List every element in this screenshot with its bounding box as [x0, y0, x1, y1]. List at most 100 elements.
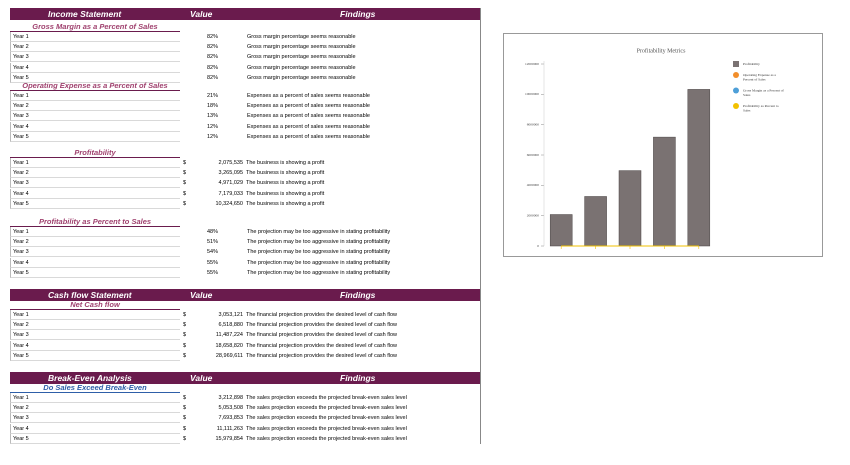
finding-cell: The business is showing a profit: [246, 170, 325, 177]
finding-cell: The business is showing a profit: [246, 200, 325, 207]
row-label: Year 3: [10, 247, 180, 258]
legend-label: Profitability: [743, 62, 760, 66]
row-label: Year 1: [10, 227, 180, 237]
row-label: Year 1: [10, 158, 180, 168]
currency-symbol: $: [183, 322, 187, 329]
bar: [549, 214, 573, 247]
legend-label: Operating Expense as a Percent of Sales: [743, 73, 776, 82]
row-label: Year 3: [10, 330, 180, 341]
finding-cell: The projection may be too aggressive in …: [247, 229, 391, 235]
currency-symbol: $: [183, 180, 187, 187]
group-title: Do Sales Exceed Break-Even: [10, 383, 180, 393]
header-cell: Value: [190, 9, 213, 19]
row-label: Year 2: [10, 42, 180, 53]
finding-cell: The projection may be too aggressive in …: [247, 269, 391, 276]
bar: [687, 89, 711, 247]
row-label: Year 5: [10, 433, 180, 444]
section-header: Income Statement Value Findings: [10, 8, 480, 20]
legend-swatch: [733, 87, 739, 94]
legend-label: Profitability as Percent to Sales: [743, 104, 779, 113]
group-title: Net Cash flow: [10, 300, 180, 310]
row-label: Year 5: [10, 72, 180, 83]
currency-symbol: $: [183, 435, 187, 442]
value-cell: 48%: [206, 229, 218, 235]
value-cell: 2,075,535: [218, 160, 243, 166]
value-cell: 6,518,880: [218, 322, 243, 329]
currency-symbol: $: [183, 200, 187, 207]
finding-cell: The financial projection provides the de…: [246, 332, 398, 339]
finding-cell: The financial projection provides the de…: [246, 312, 398, 318]
y-tick-label: 8000000: [527, 122, 540, 126]
bar: [653, 136, 676, 247]
value-cell: 21%: [206, 93, 218, 99]
y-tick-label: 2000000: [527, 213, 540, 217]
value-cell: 5,053,508: [218, 405, 243, 412]
finding-cell: Gross margin percentage seems reasonable: [247, 64, 356, 71]
row-label: Year 3: [10, 178, 180, 189]
finding-cell: Expenses as a percent of sales seems rea…: [247, 133, 370, 140]
row-label: Year 3: [10, 111, 180, 122]
value-cell: 28,969,611: [215, 352, 243, 359]
finding-cell: The financial projection provides the de…: [246, 352, 398, 359]
header-cell: Findings: [340, 290, 376, 300]
row-label: Year 5: [10, 350, 180, 361]
value-cell: 3,053,121: [218, 312, 243, 318]
header-cell: Break-Even Analysis: [48, 373, 132, 383]
row-label: Year 3: [10, 413, 180, 424]
chart: Profitability Metrics 0 2000000 4000000 600…: [503, 33, 823, 257]
legend-label: Gross Margin as a Percent of Sales: [743, 88, 784, 97]
header-cell: Findings: [340, 9, 376, 19]
header-cell: Value: [190, 290, 213, 300]
value-cell: 3,265,095: [218, 170, 243, 177]
y-tick-label: 6000000: [527, 153, 540, 157]
row-label: Year 4: [10, 121, 180, 132]
legend-swatch: [733, 61, 739, 67]
bar: [584, 196, 607, 247]
value-cell: 7,179,033: [218, 190, 243, 197]
finding-cell: The sales projection exceeds the project…: [246, 395, 407, 401]
value-cell: 82%: [206, 64, 218, 71]
finding-cell: The sales projection exceeds the project…: [246, 435, 407, 442]
header-cell: Findings: [340, 373, 376, 383]
value-cell: 7,693,853: [218, 415, 243, 422]
value-cell: 11,487,224: [215, 332, 243, 339]
row-label: Year 2: [10, 168, 180, 179]
currency-symbol: $: [183, 160, 187, 166]
row-label: Year 5: [10, 131, 180, 142]
finding-cell: Gross margin percentage seems reasonable: [247, 34, 356, 40]
value-cell: 54%: [206, 249, 218, 256]
value-cell: 82%: [206, 44, 218, 51]
finding-cell: The sales projection exceeds the project…: [246, 405, 407, 412]
value-cell: 51%: [206, 239, 218, 246]
group-title: Operating Expense as a Percent of Sales: [10, 81, 180, 91]
section-header: Break-Even Analysis Value Findings: [10, 372, 480, 384]
finding-cell: The sales projection exceeds the project…: [246, 425, 407, 432]
finding-cell: The business is showing a profit: [246, 180, 325, 187]
currency-symbol: $: [183, 395, 187, 401]
value-cell: 10,324,650: [215, 200, 243, 207]
currency-symbol: $: [183, 170, 187, 177]
finding-cell: The projection may be too aggressive in …: [247, 259, 391, 266]
finding-cell: Expenses as a percent of sales seems rea…: [247, 113, 370, 120]
y-tick-label: 4000000: [527, 183, 540, 187]
row-label: Year 4: [10, 340, 180, 351]
table-border: [480, 8, 481, 444]
currency-symbol: $: [183, 332, 187, 339]
section-header: Cash flow Statement Value Findings: [10, 289, 480, 301]
currency-symbol: $: [183, 342, 187, 349]
y-tick-label: 12000000: [525, 62, 539, 66]
finding-cell: The business is showing a profit: [246, 190, 325, 197]
legend-swatch: [733, 103, 739, 109]
group-title: Gross Margin as a Percent of Sales: [10, 22, 180, 32]
value-cell: 12%: [206, 123, 218, 130]
bar: [618, 170, 642, 247]
chart-title: Profitability Metrics: [637, 47, 686, 54]
value-cell: 82%: [206, 34, 218, 40]
value-cell: 82%: [206, 54, 218, 61]
currency-symbol: $: [183, 352, 187, 359]
value-cell: 4,971,029: [218, 180, 243, 187]
row-label: Year 2: [10, 320, 180, 331]
finding-cell: The projection may be too aggressive in …: [247, 249, 391, 256]
value-cell: 15,979,854: [215, 435, 243, 442]
